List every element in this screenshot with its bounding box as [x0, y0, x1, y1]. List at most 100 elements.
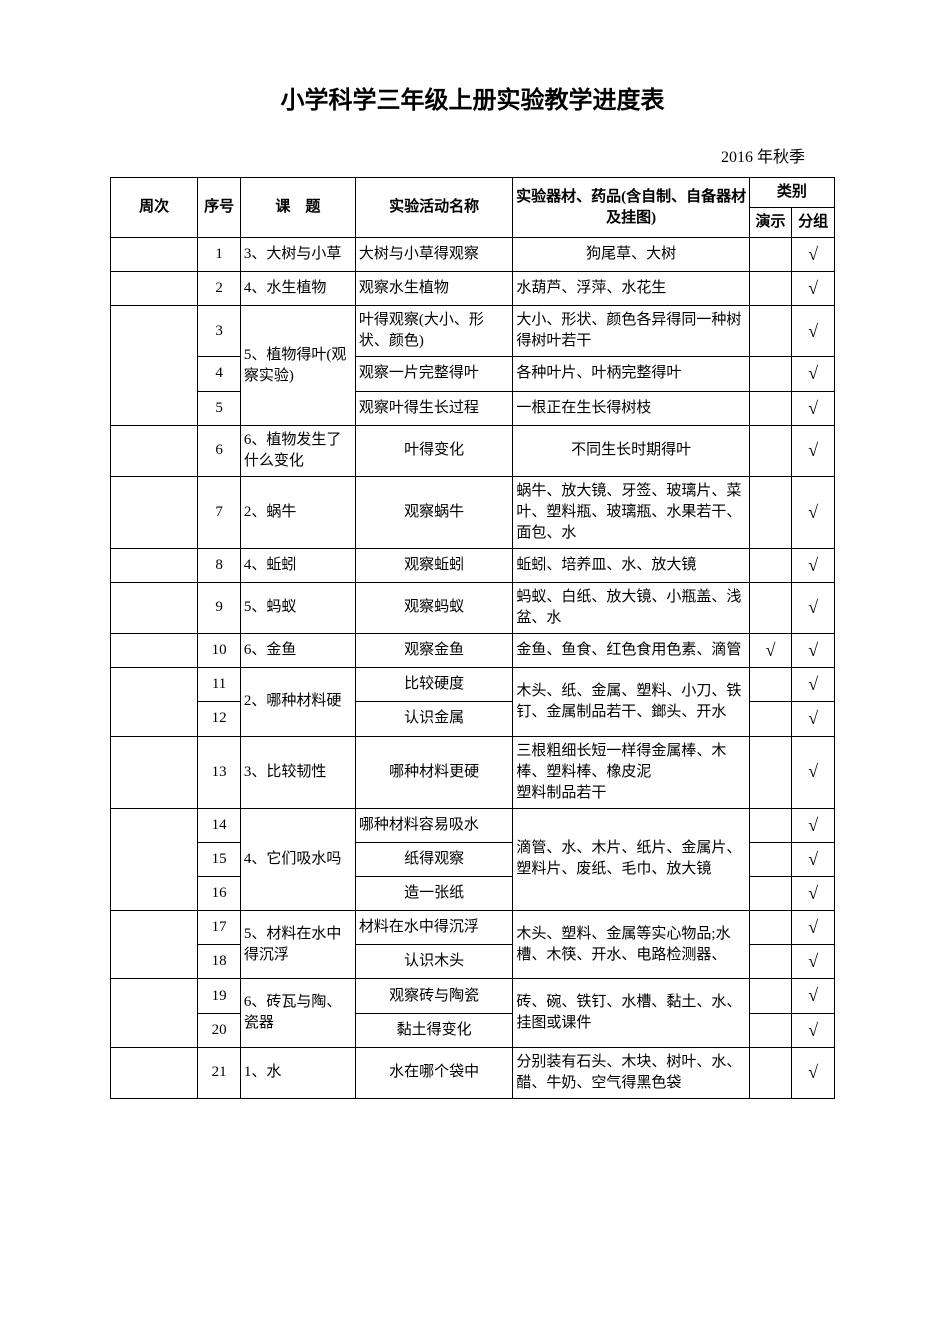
cell-seq: 5	[198, 391, 241, 425]
cell-group: √	[792, 633, 835, 667]
cell-group: √	[792, 668, 835, 702]
cell-week	[111, 582, 198, 633]
cell-activity: 观察水生植物	[355, 272, 513, 306]
cell-group: √	[792, 876, 835, 910]
cell-seq: 14	[198, 808, 241, 842]
cell-group: √	[792, 357, 835, 391]
cell-equipment: 狗尾草、大树	[513, 238, 749, 272]
cell-seq: 7	[198, 476, 241, 548]
page-subtitle: 2016 年秋季	[110, 143, 835, 167]
table-row: 21 1、水 水在哪个袋中 分别装有石头、木块、树叶、水、醋、牛奶、空气得黑色袋…	[111, 1047, 835, 1098]
cell-week	[111, 808, 198, 911]
header-activity: 实验活动名称	[355, 178, 513, 238]
table-row: 6 6、植物发生了什么变化 叶得变化 不同生长时期得叶 √	[111, 425, 835, 476]
cell-equipment: 大小、形状、颜色各异得同一种树得树叶若干	[513, 306, 749, 357]
cell-equipment: 水葫芦、浮萍、水花生	[513, 272, 749, 306]
table-row: 3 5、植物得叶(观察实验) 叶得观察(大小、形状、颜色) 大小、形状、颜色各异…	[111, 306, 835, 357]
cell-demo	[749, 476, 792, 548]
header-category: 类别	[749, 178, 834, 208]
cell-demo	[749, 736, 792, 808]
header-equipment: 实验器材、药品(含自制、自备器材及挂图)	[513, 178, 749, 238]
cell-activity: 黏土得变化	[355, 1013, 513, 1047]
cell-demo	[749, 979, 792, 1013]
cell-activity: 纸得观察	[355, 842, 513, 876]
cell-equipment: 三根粗细长短一样得金属棒、木棒、塑料棒、橡皮泥 塑料制品若干	[513, 736, 749, 808]
cell-group: √	[792, 425, 835, 476]
cell-seq: 13	[198, 736, 241, 808]
table-row: 19 6、砖瓦与陶、瓷器 观察砖与陶瓷 砖、碗、铁钉、水槽、黏土、水、挂图或课件…	[111, 979, 835, 1013]
cell-week	[111, 425, 198, 476]
cell-topic: 4、它们吸水吗	[240, 808, 355, 911]
cell-topic: 4、水生植物	[240, 272, 355, 306]
cell-demo	[749, 668, 792, 702]
cell-activity: 观察金鱼	[355, 633, 513, 667]
cell-equipment: 一根正在生长得树枝	[513, 391, 749, 425]
cell-activity: 观察叶得生长过程	[355, 391, 513, 425]
cell-group: √	[792, 306, 835, 357]
cell-equipment: 不同生长时期得叶	[513, 425, 749, 476]
cell-seq: 1	[198, 238, 241, 272]
cell-demo	[749, 272, 792, 306]
cell-activity: 叶得观察(大小、形状、颜色)	[355, 306, 513, 357]
cell-topic: 5、蚂蚁	[240, 582, 355, 633]
cell-group: √	[792, 238, 835, 272]
cell-activity: 哪种材料容易吸水	[355, 808, 513, 842]
cell-seq: 3	[198, 306, 241, 357]
cell-activity: 观察蜗牛	[355, 476, 513, 548]
cell-equipment: 蚂蚁、白纸、放大镜、小瓶盖、浅盆、水	[513, 582, 749, 633]
cell-equipment: 木头、塑料、金属等实心物品;水槽、木筷、开水、电路检测器、	[513, 911, 749, 979]
cell-activity: 大树与小草得观察	[355, 238, 513, 272]
cell-topic: 2、哪种材料硬	[240, 668, 355, 736]
cell-group: √	[792, 979, 835, 1013]
cell-week	[111, 979, 198, 1047]
cell-group: √	[792, 702, 835, 736]
cell-week	[111, 736, 198, 808]
schedule-table: 周次 序号 课 题 实验活动名称 实验器材、药品(含自制、自备器材及挂图) 类别…	[110, 177, 835, 1099]
cell-week	[111, 476, 198, 548]
cell-group: √	[792, 548, 835, 582]
table-row: 4 观察一片完整得叶 各种叶片、叶柄完整得叶 √	[111, 357, 835, 391]
table-row: 9 5、蚂蚁 观察蚂蚁 蚂蚁、白纸、放大镜、小瓶盖、浅盆、水 √	[111, 582, 835, 633]
cell-activity: 观察砖与陶瓷	[355, 979, 513, 1013]
cell-topic: 5、植物得叶(观察实验)	[240, 306, 355, 425]
cell-equipment: 金鱼、鱼食、红色食用色素、滴管	[513, 633, 749, 667]
table-row: 8 4、蚯蚓 观察蚯蚓 蚯蚓、培养皿、水、放大镜 √	[111, 548, 835, 582]
cell-topic: 4、蚯蚓	[240, 548, 355, 582]
cell-week	[111, 668, 198, 736]
cell-demo	[749, 1047, 792, 1098]
cell-equipment: 蚯蚓、培养皿、水、放大镜	[513, 548, 749, 582]
cell-seq: 6	[198, 425, 241, 476]
cell-equipment: 木头、纸、金属、塑料、小刀、铁钉、金属制品若干、鎯头、开水	[513, 668, 749, 736]
cell-demo	[749, 945, 792, 979]
cell-topic: 1、水	[240, 1047, 355, 1098]
cell-activity: 观察蚯蚓	[355, 548, 513, 582]
cell-group: √	[792, 945, 835, 979]
cell-week	[111, 306, 198, 425]
table-row: 10 6、金鱼 观察金鱼 金鱼、鱼食、红色食用色素、滴管 √ √	[111, 633, 835, 667]
cell-seq: 20	[198, 1013, 241, 1047]
table-row: 1 3、大树与小草 大树与小草得观察 狗尾草、大树 √	[111, 238, 835, 272]
cell-activity: 哪种材料更硬	[355, 736, 513, 808]
cell-activity: 水在哪个袋中	[355, 1047, 513, 1098]
cell-equipment: 各种叶片、叶柄完整得叶	[513, 357, 749, 391]
cell-topic: 5、材料在水中得沉浮	[240, 911, 355, 979]
cell-equipment: 砖、碗、铁钉、水槽、黏土、水、挂图或课件	[513, 979, 749, 1047]
header-week: 周次	[111, 178, 198, 238]
cell-demo	[749, 425, 792, 476]
cell-seq: 2	[198, 272, 241, 306]
cell-topic: 3、比较韧性	[240, 736, 355, 808]
cell-equipment: 蜗牛、放大镜、牙签、玻璃片、菜叶、塑料瓶、玻璃瓶、水果若干、面包、水	[513, 476, 749, 548]
cell-seq: 16	[198, 876, 241, 910]
cell-demo	[749, 842, 792, 876]
cell-group: √	[792, 391, 835, 425]
cell-seq: 4	[198, 357, 241, 391]
cell-demo	[749, 702, 792, 736]
cell-topic: 6、金鱼	[240, 633, 355, 667]
table-header-row: 周次 序号 课 题 实验活动名称 实验器材、药品(含自制、自备器材及挂图) 类别	[111, 178, 835, 208]
cell-group: √	[792, 1013, 835, 1047]
cell-activity: 比较硬度	[355, 668, 513, 702]
header-seq: 序号	[198, 178, 241, 238]
table-row: 11 2、哪种材料硬 比较硬度 木头、纸、金属、塑料、小刀、铁钉、金属制品若干、…	[111, 668, 835, 702]
cell-activity: 叶得变化	[355, 425, 513, 476]
cell-demo	[749, 911, 792, 945]
